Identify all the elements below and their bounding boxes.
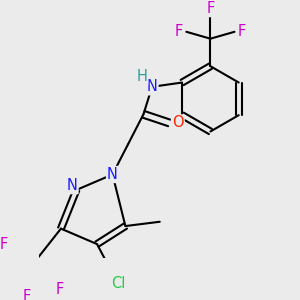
Text: H: H <box>136 69 147 84</box>
Text: F: F <box>206 1 214 16</box>
Text: F: F <box>0 237 8 252</box>
Text: N: N <box>147 79 158 94</box>
Text: N: N <box>67 178 77 193</box>
Text: Cl: Cl <box>111 276 126 291</box>
Text: N: N <box>107 167 118 182</box>
Text: F: F <box>22 289 31 300</box>
Text: O: O <box>172 116 184 130</box>
Text: F: F <box>238 24 246 39</box>
Text: F: F <box>56 282 64 297</box>
Text: F: F <box>175 24 183 39</box>
